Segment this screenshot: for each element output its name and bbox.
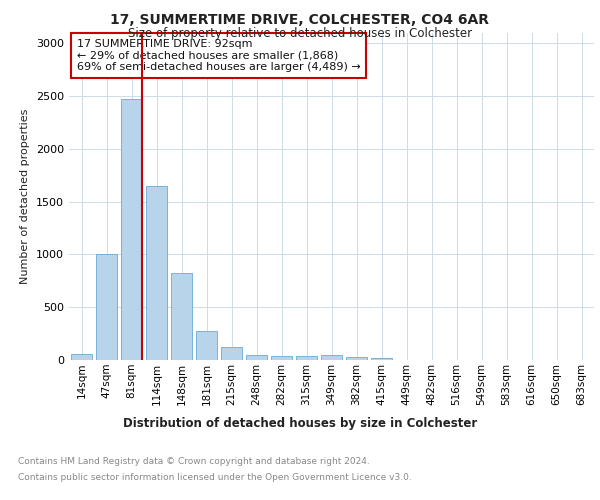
Bar [71, 354, 92, 360]
Text: 17 SUMMERTIME DRIVE: 92sqm
← 29% of detached houses are smaller (1,868)
69% of s: 17 SUMMERTIME DRIVE: 92sqm ← 29% of deta… [77, 39, 361, 72]
Bar [321, 354, 342, 360]
Text: Contains public sector information licensed under the Open Government Licence v3: Contains public sector information licen… [18, 472, 412, 482]
Bar [121, 99, 142, 360]
Text: Distribution of detached houses by size in Colchester: Distribution of detached houses by size … [123, 418, 477, 430]
Bar [171, 274, 192, 360]
Y-axis label: Number of detached properties: Number of detached properties [20, 108, 31, 284]
Bar [296, 356, 317, 360]
Bar [371, 358, 392, 360]
Bar [96, 254, 117, 360]
Text: 17, SUMMERTIME DRIVE, COLCHESTER, CO4 6AR: 17, SUMMERTIME DRIVE, COLCHESTER, CO4 6A… [110, 12, 490, 26]
Bar [196, 332, 217, 360]
Bar [221, 348, 242, 360]
Text: Contains HM Land Registry data © Crown copyright and database right 2024.: Contains HM Land Registry data © Crown c… [18, 458, 370, 466]
Bar [246, 354, 267, 360]
Bar [346, 358, 367, 360]
Text: Size of property relative to detached houses in Colchester: Size of property relative to detached ho… [128, 28, 472, 40]
Bar [271, 356, 292, 360]
Bar [146, 186, 167, 360]
